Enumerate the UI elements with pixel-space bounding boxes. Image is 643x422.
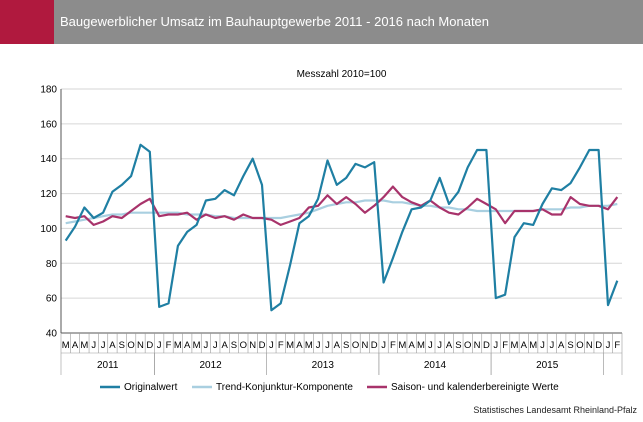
x-tick-label: A <box>72 340 79 351</box>
y-tick-label: 160 <box>40 119 57 130</box>
year-label: 2012 <box>199 360 222 371</box>
x-tick-label: N <box>474 340 481 351</box>
y-tick-label: 140 <box>40 154 57 165</box>
x-tick-label: M <box>417 340 425 351</box>
source-note: Statistisches Landesamt Rheinland-Pfalz <box>473 405 637 415</box>
x-tick-label: M <box>305 340 313 351</box>
series-line-2 <box>65 185 619 226</box>
legend-label: Saison- und kalenderbereinigte Werte <box>391 382 559 393</box>
series-line-0 <box>64 143 619 312</box>
x-tick-label: S <box>231 340 237 351</box>
x-tick-label: A <box>446 340 453 351</box>
x-tick-label: A <box>408 340 415 351</box>
x-tick-label: A <box>558 340 565 351</box>
y-tick-label: 60 <box>46 294 58 305</box>
x-tick-label: D <box>259 340 266 351</box>
x-tick-label: J <box>493 340 498 351</box>
x-tick-label: S <box>455 340 461 351</box>
year-label: 2011 <box>97 360 119 371</box>
x-tick-label: O <box>240 340 247 351</box>
x-tick-label: O <box>576 340 583 351</box>
x-tick-label: M <box>511 340 519 351</box>
x-tick-label: N <box>137 340 144 351</box>
x-tick-label: M <box>398 340 406 351</box>
x-tick-label: M <box>193 340 201 351</box>
x-tick-label: J <box>316 340 321 351</box>
x-tick-label: J <box>157 340 162 351</box>
x-tick-label: S <box>119 340 125 351</box>
x-tick-label: J <box>550 340 555 351</box>
year-label: 2013 <box>312 360 335 371</box>
x-tick-label: M <box>174 340 182 351</box>
x-tick-label: F <box>278 340 284 351</box>
x-tick-label: D <box>371 340 378 351</box>
x-tick-label: J <box>437 340 442 351</box>
x-tick-label: N <box>361 340 368 351</box>
chart-subtitle: Messzahl 2010=100 <box>297 69 387 80</box>
x-tick-label: A <box>334 340 341 351</box>
x-tick-label: A <box>521 340 528 351</box>
header-accent <box>0 0 54 44</box>
y-tick-label: 180 <box>40 85 57 96</box>
x-tick-label: J <box>101 340 106 351</box>
x-tick-label: M <box>62 340 70 351</box>
x-tick-label: M <box>286 340 294 351</box>
chart-title: Baugewerblicher Umsatz im Bauhauptgewerb… <box>60 14 490 29</box>
y-tick-label: 100 <box>40 224 57 235</box>
x-tick-label: J <box>204 340 209 351</box>
x-tick-label: F <box>166 340 172 351</box>
year-label: 2015 <box>536 360 559 371</box>
y-tick-label: 40 <box>46 329 58 340</box>
x-tick-label: A <box>296 340 303 351</box>
x-tick-label: O <box>127 340 134 351</box>
x-tick-label: O <box>352 340 359 351</box>
x-tick-label: D <box>146 340 153 351</box>
header-bar: Baugewerblicher Umsatz im Bauhauptgewerb… <box>0 0 643 44</box>
x-tick-label: F <box>502 340 508 351</box>
x-tick-label: M <box>80 340 88 351</box>
x-tick-label: A <box>221 340 228 351</box>
y-tick-label: 120 <box>40 189 57 200</box>
x-tick-label: J <box>213 340 218 351</box>
x-tick-label: J <box>428 340 433 351</box>
x-tick-label: S <box>343 340 349 351</box>
year-label: 2014 <box>424 360 447 371</box>
x-tick-label: F <box>390 340 396 351</box>
x-tick-label: J <box>606 340 611 351</box>
x-tick-label: J <box>540 340 545 351</box>
x-tick-label: D <box>595 340 602 351</box>
x-tick-label: A <box>109 340 116 351</box>
x-tick-label: N <box>586 340 593 351</box>
x-tick-label: D <box>483 340 490 351</box>
x-tick-label: N <box>249 340 256 351</box>
x-tick-label: J <box>325 340 330 351</box>
x-tick-label: M <box>529 340 537 351</box>
legend-label: Trend-Konjunktur-Komponente <box>216 382 353 393</box>
x-tick-label: F <box>614 340 620 351</box>
x-tick-label: O <box>464 340 471 351</box>
x-tick-label: J <box>91 340 96 351</box>
legend-label: Originalwert <box>124 382 178 393</box>
x-tick-label: J <box>269 340 274 351</box>
x-tick-label: S <box>567 340 573 351</box>
y-tick-label: 80 <box>46 259 58 270</box>
x-tick-label: J <box>381 340 386 351</box>
x-tick-label: A <box>184 340 191 351</box>
